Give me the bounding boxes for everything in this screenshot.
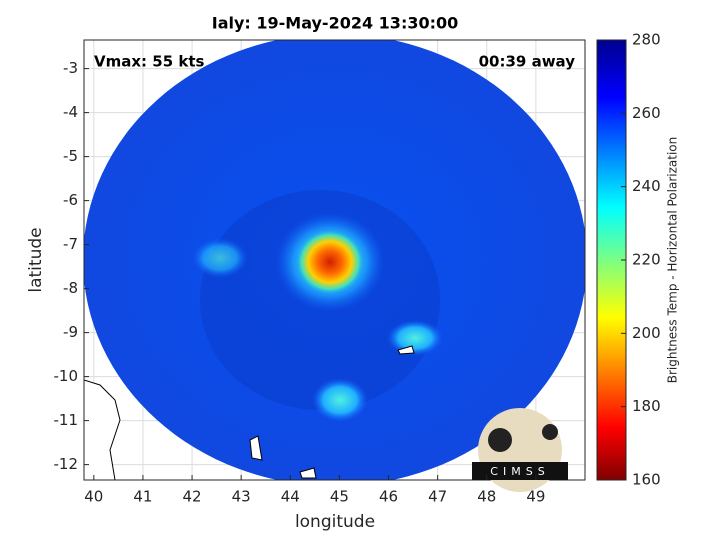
island bbox=[249, 435, 263, 461]
plot-frame bbox=[83, 39, 586, 481]
y-tick-label: -9 bbox=[63, 323, 78, 341]
y-tick-label: -4 bbox=[63, 103, 78, 121]
annotation: 00:39 away bbox=[479, 53, 576, 71]
colorbar-label: Brightness Temp - Horizontal Polarizatio… bbox=[666, 137, 680, 384]
colorbar-tick-label: 220 bbox=[632, 251, 661, 269]
annotation: Vmax: 55 kts bbox=[94, 53, 204, 71]
x-tick-label: 48 bbox=[477, 488, 496, 506]
x-tick-label: 41 bbox=[133, 488, 152, 506]
y-tick-label: -11 bbox=[54, 411, 79, 429]
y-tick-label: -3 bbox=[63, 59, 78, 77]
logo-text: CIMSS bbox=[490, 465, 549, 478]
chart-title: Ialy: 19-May-2024 13:30:00 bbox=[212, 14, 459, 33]
x-axis-label: longitude bbox=[295, 512, 375, 532]
core bbox=[294, 228, 366, 296]
logo-tower bbox=[542, 424, 558, 440]
x-tick-label: 42 bbox=[183, 488, 202, 506]
x-tick-label: 43 bbox=[232, 488, 251, 506]
y-tick-label: -6 bbox=[63, 191, 78, 209]
convection bbox=[312, 378, 368, 422]
convection bbox=[387, 320, 443, 356]
y-tick-label: -10 bbox=[54, 367, 79, 385]
colorbar-tick-label: 280 bbox=[632, 31, 661, 49]
y-tick-label: -12 bbox=[54, 455, 79, 473]
logo-banner bbox=[472, 462, 568, 480]
colorbar-tick-label: 260 bbox=[632, 104, 661, 122]
coastline bbox=[84, 379, 121, 480]
x-tick-label: 47 bbox=[428, 488, 447, 506]
colorbar-tick-label: 180 bbox=[632, 397, 661, 415]
convection bbox=[192, 238, 248, 278]
colorbar-tick-label: 160 bbox=[632, 471, 661, 489]
colorbar-tick-label: 200 bbox=[632, 324, 661, 342]
logo-dish bbox=[488, 428, 512, 452]
y-axis-label: latitude bbox=[26, 227, 46, 292]
y-tick-label: -7 bbox=[63, 235, 78, 253]
x-tick-label: 45 bbox=[330, 488, 349, 506]
x-tick-label: 40 bbox=[84, 488, 103, 506]
colorbar-tick-label: 240 bbox=[632, 177, 661, 195]
y-tick-label: -8 bbox=[63, 279, 78, 297]
x-tick-label: 44 bbox=[281, 488, 300, 506]
logo: CIMSS bbox=[472, 408, 568, 492]
y-tick-label: -5 bbox=[63, 147, 78, 165]
x-tick-label: 49 bbox=[526, 488, 545, 506]
x-tick-label: 46 bbox=[379, 488, 398, 506]
island bbox=[397, 345, 415, 355]
satellite-image bbox=[84, 40, 585, 480]
island bbox=[299, 467, 317, 479]
